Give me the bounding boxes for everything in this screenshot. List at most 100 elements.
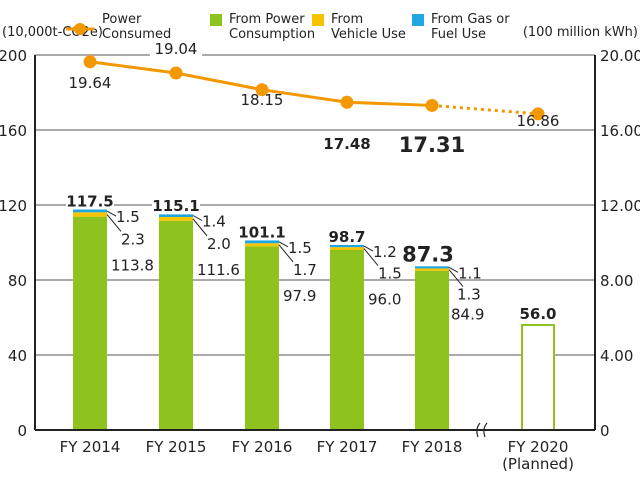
gas-value-label: 1.2 — [373, 243, 397, 261]
legend-label: From — [331, 12, 363, 27]
legend-label: From Power — [229, 12, 305, 27]
leader-line — [278, 244, 294, 263]
total-label-bg — [66, 193, 114, 209]
left-tick-label: 160 — [0, 122, 27, 140]
line-point — [83, 55, 97, 69]
total-label: 117.5 — [66, 193, 113, 211]
legend-swatch-icon — [210, 14, 222, 26]
line-point — [340, 95, 354, 109]
right-tick-label: 4.00 — [600, 347, 633, 365]
gas-value-label: 1.4 — [202, 213, 226, 231]
line-value-label: 17.48 — [323, 135, 370, 153]
line-point — [255, 83, 269, 97]
total-label: 115.1 — [152, 197, 199, 215]
total-label-bg — [323, 228, 371, 244]
x-tick-sublabel: (Planned) — [502, 455, 574, 473]
vehicle-value-label: 2.3 — [121, 230, 145, 248]
line-point — [425, 98, 439, 112]
right-tick-label: 20.00 — [600, 47, 640, 65]
total-label: 56.0 — [519, 305, 556, 323]
right-tick-label: 16.00 — [600, 122, 640, 140]
axes: 0 40 80 120 160 200 0 4.00 8.00 12.00 16.00 20.00 FY… — [0, 47, 640, 473]
line-segment — [261, 88, 348, 104]
vehicle-value-label: 1.5 — [378, 265, 402, 283]
left-tick-label: 0 — [17, 422, 27, 440]
line-point — [531, 107, 545, 121]
grid — [35, 54, 595, 356]
right-tick-label: 8.00 — [600, 272, 633, 290]
leader-line — [363, 248, 379, 266]
bar-segment — [73, 216, 107, 430]
right-axis-unit: (100 million kWh) — [523, 25, 638, 40]
leader-line — [448, 269, 464, 287]
legend-label: From Gas or — [431, 12, 510, 27]
bar-segment — [159, 217, 193, 221]
bar-segment — [330, 247, 364, 250]
left-tick-label: 200 — [0, 47, 27, 65]
legend-swatch-icon — [412, 14, 424, 26]
power-value-label: 84.9 — [451, 306, 484, 324]
label-bg — [150, 42, 202, 58]
bar-segment — [73, 209, 107, 213]
leader-line — [192, 215, 203, 221]
line-segment — [175, 71, 263, 92]
vehicle-value-label: 1.3 — [457, 286, 481, 304]
legend-swatch-icon — [312, 14, 324, 26]
right-tick-label: 0 — [600, 422, 610, 440]
gas-value-label: 1.5 — [288, 239, 312, 257]
power-line: 19.64 19.04 18.15 17.48 17.31 16.86 — [69, 40, 560, 157]
vehicle-value-label: 1.7 — [293, 261, 317, 279]
axis-break-icon — [476, 422, 488, 438]
legend-label: Power — [102, 12, 142, 27]
total-label-bg — [238, 224, 286, 240]
planned-bar — [521, 324, 555, 431]
bar-segment — [159, 214, 193, 217]
bar-segment — [245, 246, 279, 430]
line-value-label: 18.15 — [241, 91, 284, 109]
total-label-bg — [152, 198, 200, 214]
vehicle-value-label: 2.0 — [207, 235, 231, 253]
bar-segment — [245, 243, 279, 247]
bar-segment — [415, 270, 449, 430]
bar-segment — [330, 250, 364, 430]
line-value-label: 19.64 — [69, 74, 112, 92]
leader-line — [363, 245, 374, 252]
bar-segment — [245, 240, 279, 244]
bar-segment — [330, 244, 364, 248]
legend-dot-icon — [74, 23, 86, 35]
legend-label: Vehicle Use — [331, 27, 406, 42]
line-value-label: 16.86 — [517, 112, 560, 130]
left-tick-label: 120 — [0, 197, 27, 215]
x-tick-label: FY 2014 — [60, 438, 121, 456]
power-value-label: 113.8 — [111, 256, 154, 274]
total-label-bg — [408, 244, 456, 265]
x-tick-label: FY 2020 — [508, 438, 569, 456]
bar-segment — [415, 268, 449, 271]
leader-line — [192, 218, 208, 237]
total-label: 87.3 — [402, 242, 454, 266]
power-value-label: 97.9 — [283, 287, 316, 305]
line-value-label: 19.04 — [155, 40, 198, 58]
right-tick-label: 12.00 — [600, 197, 640, 215]
gas-value-label: 1.1 — [458, 264, 482, 282]
left-tick-label: 80 — [8, 272, 27, 290]
leader-line — [278, 241, 289, 248]
leader-line — [106, 210, 117, 217]
x-tick-label: FY 2015 — [146, 438, 207, 456]
bar-segment — [159, 220, 193, 430]
bar-segment — [73, 212, 107, 217]
line-value-label: 17.31 — [399, 133, 465, 157]
power-value-label: 111.6 — [197, 261, 240, 279]
legend-label: Consumption — [229, 27, 315, 42]
legend-label: Consumed — [102, 27, 171, 42]
line-point — [169, 66, 183, 80]
left-tick-label: 40 — [8, 347, 27, 365]
bar-segment — [415, 266, 449, 269]
gas-value-label: 1.5 — [116, 208, 140, 226]
bars: 117.51.52.3113.8115.11.42.0111.6101.11.5… — [66, 193, 557, 431]
total-label: 101.1 — [238, 223, 285, 241]
x-tick-label: FY 2018 — [402, 438, 463, 456]
x-tick-label: FY 2016 — [232, 438, 293, 456]
total-label: 98.7 — [328, 228, 365, 246]
